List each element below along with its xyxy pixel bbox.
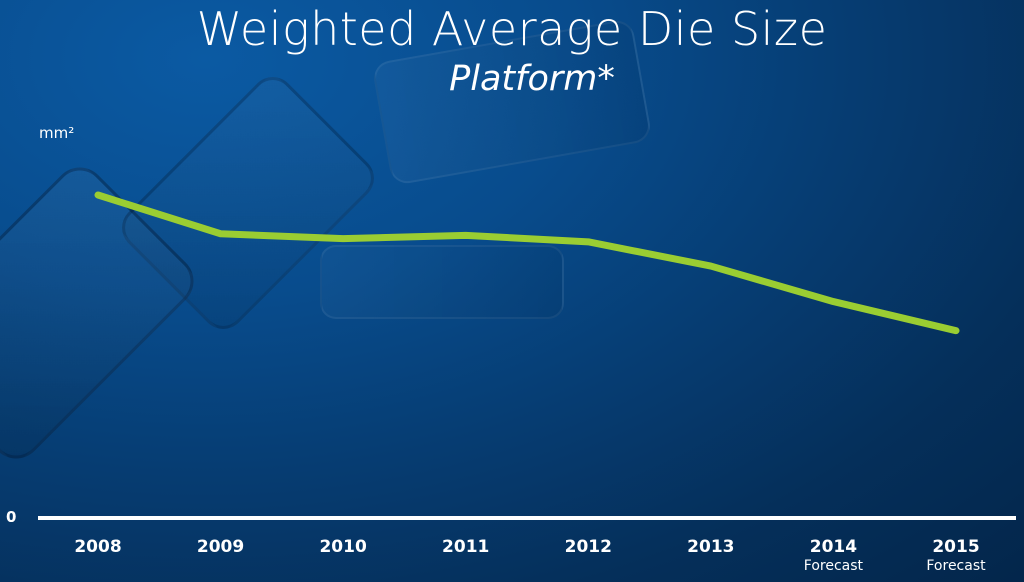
x-tick-label: 2010 — [293, 538, 393, 557]
chart-title: Weighted Average Die Size — [196, 2, 828, 56]
series-line — [94, 191, 960, 335]
y-axis-label: mm² — [39, 124, 75, 142]
chart-subtitle: Platform* — [449, 59, 615, 99]
x-tick-year: 2013 — [687, 537, 735, 557]
x-tick-year: 2012 — [564, 537, 612, 557]
x-tick-year: 2008 — [74, 537, 122, 557]
y-tick-label: 0 — [6, 508, 17, 526]
x-tick-year: 2009 — [196, 537, 245, 557]
x-tick-label: 2008 — [48, 538, 148, 557]
x-tick-label: 2009 — [171, 538, 271, 557]
x-tick-label: 2014 Forecast — [783, 538, 883, 574]
x-tick-note: Forecast — [803, 557, 864, 574]
x-tick-label: 2013 — [661, 538, 761, 557]
x-tick-note: Forecast — [926, 557, 986, 574]
x-tick-year: 2010 — [319, 537, 367, 557]
x-tick-label: 2012 — [538, 538, 638, 557]
x-tick-year: 2015 — [932, 537, 980, 557]
x-tick-year: 2011 — [442, 537, 490, 557]
x-tick-label: 2011 — [416, 538, 516, 557]
x-tick-label: 2015 Forecast — [906, 538, 1006, 574]
x-tick-year: 2014 — [809, 537, 858, 557]
